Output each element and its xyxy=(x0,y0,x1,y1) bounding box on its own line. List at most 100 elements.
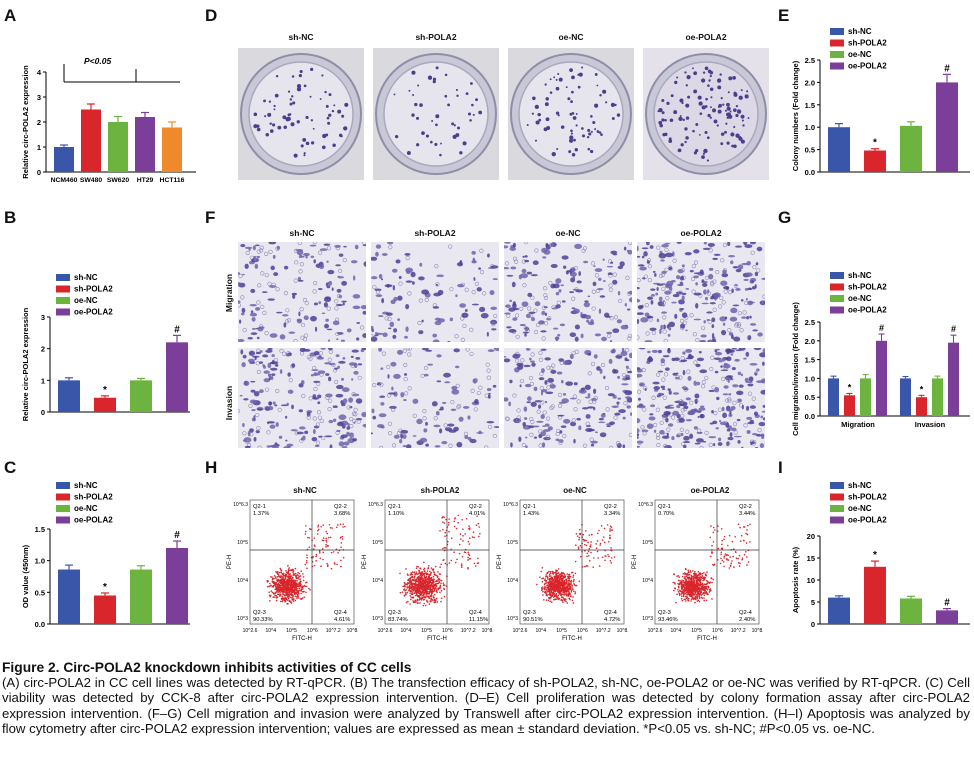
transwell-image xyxy=(238,242,366,342)
event-dot xyxy=(545,588,548,590)
pore xyxy=(306,355,311,360)
cell xyxy=(762,361,765,366)
event-dot xyxy=(433,571,435,573)
event-dot xyxy=(433,578,435,580)
pore xyxy=(693,360,698,365)
cell xyxy=(661,243,669,248)
cell xyxy=(434,320,442,326)
pore xyxy=(739,328,744,333)
event-dot xyxy=(552,586,555,588)
pore xyxy=(293,278,298,283)
pore xyxy=(680,408,685,413)
pore xyxy=(682,320,688,325)
event-dot xyxy=(465,517,468,520)
colony xyxy=(434,142,438,146)
event-dot xyxy=(284,576,287,578)
event-dot xyxy=(417,583,419,586)
event-dot xyxy=(591,533,593,536)
cell xyxy=(637,255,641,258)
event-dot xyxy=(341,538,344,540)
event-dot xyxy=(609,536,611,539)
event-dot xyxy=(440,589,443,592)
event-dot xyxy=(426,584,429,586)
event-dot xyxy=(609,525,612,528)
event-dot xyxy=(414,587,417,590)
event-dot xyxy=(330,567,333,570)
event-dot xyxy=(285,582,288,584)
event-dot xyxy=(479,532,481,535)
cell xyxy=(544,380,548,385)
cell xyxy=(696,357,705,362)
colony xyxy=(586,135,590,139)
quadrant-name: Q2-2 xyxy=(469,504,482,510)
cell xyxy=(552,283,560,289)
colony xyxy=(478,110,483,115)
cell xyxy=(637,418,641,424)
cell xyxy=(472,378,478,384)
plate-title: oe-POLA2 xyxy=(685,32,727,42)
colony xyxy=(611,117,615,120)
pore xyxy=(625,275,630,281)
colony xyxy=(282,115,287,120)
event-dot xyxy=(414,599,416,601)
cell xyxy=(608,358,613,364)
pore xyxy=(624,348,630,353)
event-dot xyxy=(424,590,427,592)
cell xyxy=(340,400,344,404)
cell xyxy=(281,314,289,317)
event-dot xyxy=(409,584,411,586)
cell xyxy=(671,357,676,362)
cell xyxy=(432,339,440,342)
transwell-column-title: oe-POLA2 xyxy=(680,228,722,238)
cell xyxy=(389,405,397,409)
cell xyxy=(402,444,407,448)
cell xyxy=(753,411,759,416)
quadrant-name: Q2-4 xyxy=(334,610,348,616)
pore xyxy=(726,441,731,446)
legend-swatch xyxy=(56,297,70,304)
event-dot xyxy=(418,575,420,578)
cell xyxy=(338,414,347,420)
event-dot xyxy=(565,581,567,584)
cell xyxy=(666,432,669,437)
event-dot xyxy=(424,580,427,583)
colony xyxy=(532,96,536,101)
pore xyxy=(407,291,412,296)
event-dot xyxy=(302,590,305,593)
cell xyxy=(314,444,320,447)
event-dot xyxy=(411,579,414,581)
cell xyxy=(530,401,537,407)
y-tick-label: 10^3 xyxy=(237,616,248,622)
event-dot xyxy=(415,572,418,575)
colony xyxy=(707,113,711,118)
pore xyxy=(529,432,534,437)
significance-mark: # xyxy=(944,63,950,74)
event-dot xyxy=(453,525,456,528)
cell xyxy=(326,282,330,284)
cell xyxy=(693,426,698,430)
cell xyxy=(720,369,729,372)
cell xyxy=(555,291,560,296)
cell xyxy=(702,282,708,287)
cell xyxy=(676,242,682,244)
cell xyxy=(682,444,687,448)
cell xyxy=(351,378,354,381)
colony xyxy=(545,97,549,101)
event-dot xyxy=(418,589,421,592)
quadrant-value: 4.61% xyxy=(334,617,350,623)
cell xyxy=(247,430,251,437)
colony xyxy=(596,84,599,87)
event-dot xyxy=(430,567,433,569)
y-tick-label: 2 xyxy=(37,118,41,127)
event-dot xyxy=(315,553,318,556)
legend-label: oe-POLA2 xyxy=(848,62,887,71)
event-dot xyxy=(442,521,444,524)
pore xyxy=(717,407,722,412)
quadrant-name: Q2-4 xyxy=(604,610,618,616)
pore xyxy=(514,358,520,363)
event-dot xyxy=(603,541,606,544)
colony xyxy=(544,83,547,86)
cell xyxy=(721,329,727,336)
event-dot xyxy=(412,590,415,592)
event-dot xyxy=(564,576,566,578)
